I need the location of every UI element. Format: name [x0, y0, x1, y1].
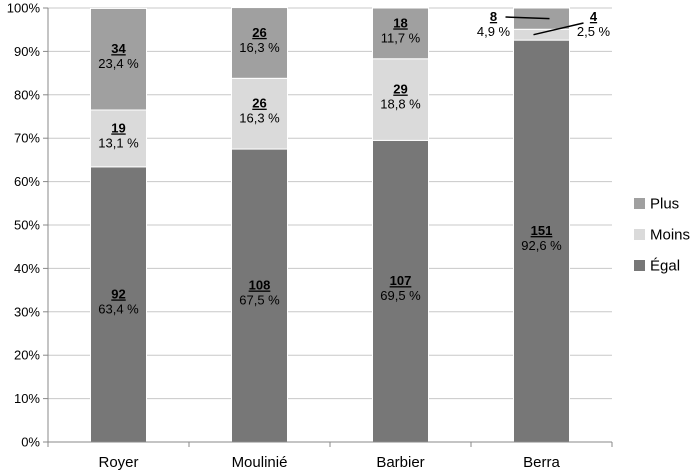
segment-percent-label: 4,9 %: [477, 24, 511, 39]
y-tick-label: 50%: [14, 218, 40, 233]
segment-percent-label: 92,6 %: [521, 238, 562, 253]
bar-segment-Moins: [513, 28, 570, 41]
leader-line: [505, 16, 550, 20]
segment-count-label: 29: [393, 82, 407, 97]
segment-count-label: 108: [249, 278, 271, 293]
y-tick-label: 80%: [14, 87, 40, 102]
y-axis: 0% 10% 20% 30% 40% 50% 60% 70% 80% 90% 100%: [7, 1, 49, 450]
x-axis: Royer Moulinié Barbier Berra: [47, 441, 613, 471]
y-tick-label: 30%: [14, 304, 40, 319]
segment-count-label: 18: [393, 15, 407, 30]
y-tick-label: 100%: [7, 1, 41, 16]
legend: Plus Moins Égal: [634, 196, 690, 275]
segment-count-label: 26: [252, 25, 266, 40]
y-tick-label: 90%: [14, 44, 40, 59]
bar-segment-Moins: [372, 58, 429, 141]
segment-count-label: 34: [111, 41, 126, 56]
segment-percent-label: 16,3 %: [239, 40, 280, 55]
x-category-label: Berra: [523, 454, 560, 471]
y-tick-label: 0%: [21, 435, 40, 450]
bar-segment-Égal: [372, 139, 429, 443]
segment-count-label: 8: [490, 9, 497, 24]
x-category-label: Moulinié: [232, 454, 288, 471]
bar-segment-Égal: [90, 166, 147, 443]
legend-label: Égal: [650, 258, 680, 275]
segment-percent-label: 23,4 %: [98, 56, 139, 71]
bar-segment-Moins: [90, 109, 147, 168]
segment-percent-label: 67,5 %: [239, 293, 280, 308]
segment-percent-label: 13,1 %: [98, 135, 139, 150]
bar-segment-Plus: [231, 7, 288, 79]
bar-segment-Égal: [231, 148, 288, 443]
x-category-label: Barbier: [376, 454, 424, 471]
legend-label: Plus: [650, 196, 679, 213]
segment-percent-label: 69,5 %: [380, 288, 421, 303]
segment-count-label: 4: [590, 9, 598, 24]
legend-swatch: [634, 198, 645, 209]
segment-percent-label: 2,5 %: [577, 24, 611, 39]
bar-segment-Égal: [513, 39, 570, 443]
y-tick-label: 10%: [14, 391, 40, 406]
x-category-label: Royer: [98, 454, 138, 471]
legend-label: Moins: [650, 227, 690, 244]
segment-count-label: 151: [531, 223, 553, 238]
leader-line: [533, 22, 584, 36]
y-tick-label: 20%: [14, 348, 40, 363]
segment-count-label: 92: [111, 286, 125, 301]
bar-segment-Plus: [90, 7, 147, 111]
y-tick-label: 70%: [14, 131, 40, 146]
legend-item-Égal: Égal: [634, 258, 680, 275]
segment-percent-label: 11,7 %: [381, 30, 421, 45]
bar-segment-Moins: [231, 77, 288, 150]
legend-item-Moins: Moins: [634, 227, 690, 244]
bar-segment-Plus: [372, 7, 429, 60]
segment-percent-label: 16,3 %: [239, 111, 280, 126]
y-tick-label: 60%: [14, 174, 40, 189]
legend-swatch: [634, 229, 645, 240]
legend-item-Plus: Plus: [634, 196, 679, 213]
segment-count-label: 107: [390, 273, 412, 288]
segment-count-label: 26: [252, 96, 266, 111]
y-tick-label: 40%: [14, 261, 40, 276]
segment-count-label: 19: [111, 120, 125, 135]
segment-percent-label: 63,4 %: [98, 301, 139, 316]
segment-percent-label: 18,8 %: [380, 97, 421, 112]
legend-swatch: [634, 260, 645, 271]
